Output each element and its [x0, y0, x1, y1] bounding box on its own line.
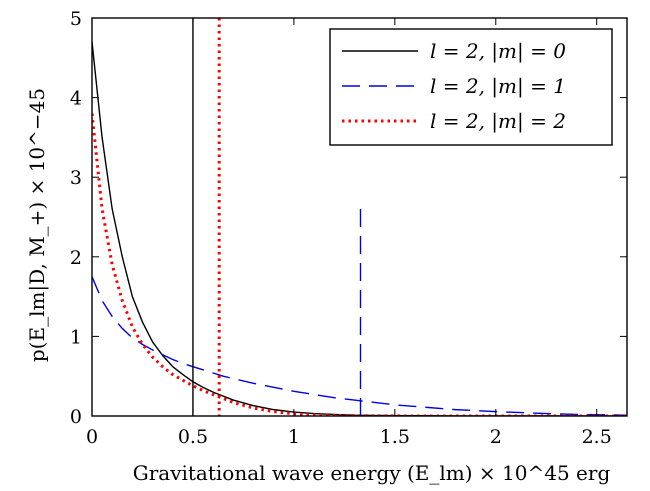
legend-box [329, 28, 613, 146]
series-line-2 [92, 113, 627, 416]
x-tick-label: 0.5 [178, 426, 208, 448]
x-tick-label: 1 [288, 426, 300, 448]
legend-label-1: l = 2, |m| = 1 [430, 74, 566, 99]
y-tick-label: 3 [70, 167, 82, 189]
x-tick-label: 2 [490, 426, 502, 448]
x-axis-label: Gravitational wave energy (E_lm) × 10^45… [133, 461, 611, 485]
x-tick-label: 0 [86, 426, 98, 448]
x-tick-label: 2.5 [582, 426, 612, 448]
y-tick-label: 2 [70, 247, 82, 269]
series-line-1 [92, 276, 627, 416]
y-tick-label: 4 [70, 88, 82, 110]
x-tick-label: 1.5 [380, 426, 410, 448]
y-tick-label: 0 [70, 406, 82, 428]
legend-label-2: l = 2, |m| = 2 [430, 109, 566, 134]
axes-layer: 0 0.5 1 1.5 2 2.5 0 1 2 3 4 5 Gravitational wave ene… [25, 8, 628, 485]
y-tick-label: 1 [70, 326, 82, 348]
y-tick-label: 5 [70, 8, 82, 30]
axes-frame [91, 17, 628, 417]
legend-label-0: l = 2, |m| = 0 [430, 39, 566, 64]
y-axis-label: p(E_lm|D, M_+) × 10^−45 [25, 88, 50, 362]
vline-layer [192, 18, 362, 416]
legend: l = 2, |m| = 0 l = 2, |m| = 1 l = 2, |m| =… [329, 28, 613, 146]
